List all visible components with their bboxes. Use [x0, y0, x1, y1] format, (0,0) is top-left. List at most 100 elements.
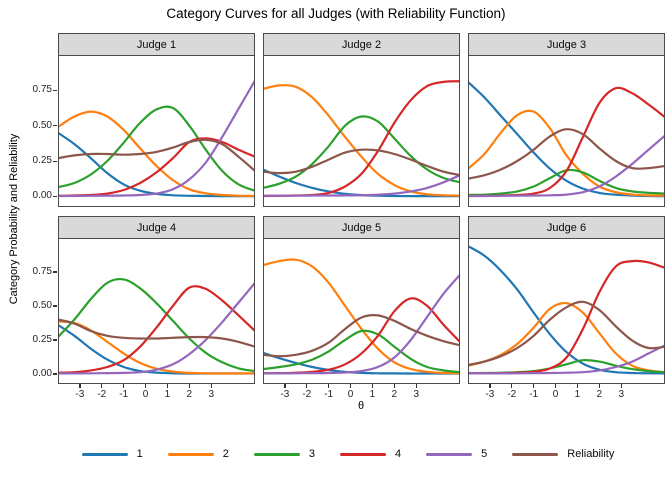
series-line-1 — [264, 351, 459, 375]
facet-strip-judge-4: Judge 4 — [58, 216, 255, 239]
series-line-3 — [264, 115, 459, 189]
chart-title: Category Curves for all Judges (with Rel… — [166, 6, 506, 21]
x-tick-mark — [145, 384, 147, 388]
x-tick-mark — [533, 384, 535, 388]
x-tick-mark — [188, 384, 191, 388]
legend-item-1: 1 — [81, 448, 143, 460]
series-line-reliability — [59, 138, 254, 172]
x-tick-mark — [284, 384, 286, 388]
facet-strip-judge-1: Judge 1 — [58, 33, 255, 56]
x-tick-label: -3 — [75, 389, 85, 400]
facet-strip-label: Judge 2 — [341, 38, 382, 51]
y-tick-mark — [53, 373, 57, 375]
series-line-2 — [469, 301, 664, 374]
x-tick-label: -3 — [280, 389, 290, 400]
x-tick-label: 1 — [164, 389, 171, 400]
legend-line-swatch — [81, 452, 128, 456]
x-tick-label: 3 — [208, 389, 214, 400]
series-line-3 — [264, 329, 459, 374]
legend-item-3: 3 — [253, 448, 316, 460]
x-tick-label: -2 — [507, 389, 517, 400]
y-axis-title: Category Probability and Reliability — [8, 133, 20, 305]
series-line-2 — [264, 84, 459, 197]
series-line-3 — [59, 105, 254, 192]
facet-strip-judge-2: Judge 2 — [263, 33, 460, 56]
x-axis-title: θ — [357, 400, 365, 412]
x-tick-label: 1 — [369, 389, 376, 400]
facet-panel-judge-3 — [468, 55, 665, 207]
legend-item-4: 4 — [340, 448, 401, 460]
x-tick-mark — [166, 384, 169, 388]
series-line-3 — [59, 277, 254, 373]
facet-strip-label: Judge 1 — [136, 38, 177, 51]
series-line-1 — [59, 324, 254, 375]
facet-chart — [59, 80, 254, 198]
y-tick-label: 0.75 — [32, 265, 52, 277]
x-tick-mark — [328, 384, 330, 388]
legend-item-label: 3 — [308, 448, 316, 460]
legend-item-label: 1 — [136, 448, 143, 460]
y-tick-mark — [53, 271, 57, 273]
x-tick-mark — [415, 384, 417, 388]
facet-chart — [59, 277, 254, 375]
facet-strip-judge-6: Judge 6 — [468, 216, 665, 239]
legend: 1 2 3 4 5 Reliability — [33, 444, 663, 464]
facet-panel-judge-6 — [468, 238, 665, 384]
facet-panel-judge-4 — [58, 238, 255, 384]
x-tick-mark — [598, 384, 601, 388]
x-tick-label: 0 — [552, 389, 559, 400]
y-tick-mark — [53, 195, 57, 198]
series-line-2 — [264, 258, 459, 375]
x-tick-label: 2 — [596, 389, 603, 400]
y-tick-label: 0.75 — [32, 84, 52, 96]
legend-line-swatch — [253, 452, 300, 456]
x-tick-mark — [79, 384, 81, 388]
y-tick-label: 0.00 — [32, 190, 52, 202]
legend-item-label: 2 — [222, 448, 229, 460]
x-tick-label: 1 — [574, 389, 581, 400]
y-tick-mark — [53, 305, 57, 307]
legend-item-label: Reliability — [567, 448, 615, 460]
facet-strip-label: Judge 4 — [136, 221, 177, 234]
facet-strip-judge-3: Judge 3 — [468, 33, 665, 56]
facet-chart — [264, 258, 459, 375]
x-tick-label: -1 — [119, 389, 129, 400]
legend-item-5: 5 — [426, 448, 487, 460]
x-tick-label: 0 — [347, 389, 354, 400]
legend-line-swatch — [426, 452, 473, 456]
x-tick-mark — [555, 384, 557, 388]
series-line-reliability — [469, 128, 664, 180]
series-line-reliability — [264, 314, 459, 358]
y-tick-mark — [53, 89, 57, 92]
x-tick-mark — [101, 384, 103, 388]
x-tick-label: -2 — [97, 389, 107, 400]
series-line-5 — [59, 282, 254, 375]
facet-strip-label: Judge 5 — [341, 221, 382, 234]
x-tick-label: 2 — [391, 389, 398, 400]
series-line-4 — [59, 285, 254, 374]
facet-chart — [469, 81, 664, 198]
x-tick-mark — [350, 384, 352, 388]
legend-item-reliability: Reliability — [512, 448, 614, 460]
y-tick-label: 0.50 — [32, 119, 52, 131]
legend-item-label: 4 — [395, 448, 402, 460]
x-tick-mark — [576, 384, 579, 388]
x-tick-label: 0 — [142, 389, 149, 400]
x-tick-mark — [371, 384, 374, 388]
x-tick-label: -1 — [324, 389, 334, 400]
y-tick-label: 0.50 — [32, 299, 52, 311]
x-tick-mark — [306, 384, 308, 388]
x-tick-label: 3 — [618, 389, 624, 400]
legend-line-swatch — [512, 452, 559, 456]
series-line-2 — [59, 110, 254, 198]
y-tick-mark — [53, 125, 57, 127]
x-tick-mark — [489, 384, 491, 388]
facet-strip-label: Judge 6 — [546, 221, 587, 234]
y-tick-mark — [53, 160, 57, 162]
series-line-2 — [469, 109, 664, 197]
facet-chart — [469, 245, 664, 375]
x-tick-label: -1 — [529, 389, 539, 400]
facet-panel-judge-1 — [58, 55, 255, 207]
legend-line-swatch — [340, 452, 387, 456]
